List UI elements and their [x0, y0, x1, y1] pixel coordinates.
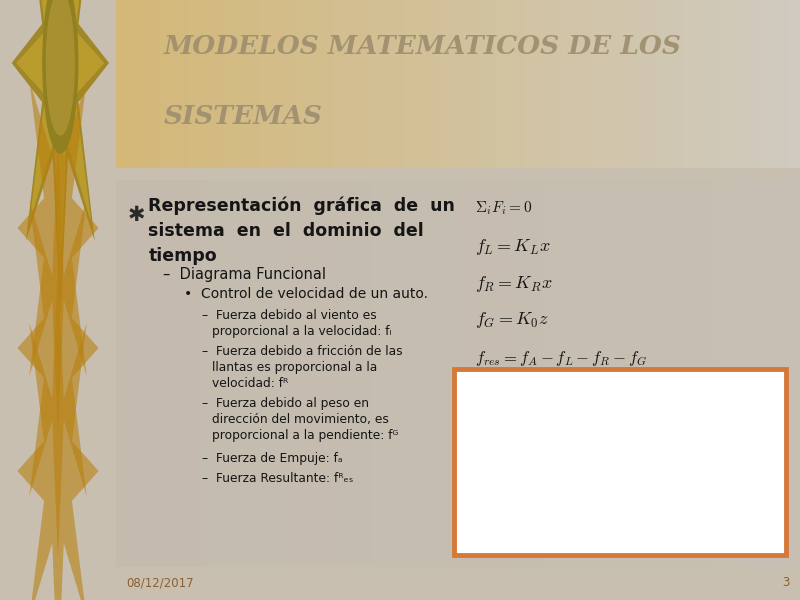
Text: 08/12/2017: 08/12/2017	[126, 577, 194, 589]
Circle shape	[692, 510, 708, 526]
Text: G: G	[650, 523, 657, 532]
Text: $v=\dot{x}$: $v=\dot{x}$	[686, 374, 710, 386]
Text: –  Fuerza Resultante: fᴿₑₛ: – Fuerza Resultante: fᴿₑₛ	[202, 472, 353, 485]
FancyBboxPatch shape	[454, 369, 786, 555]
Polygon shape	[18, 138, 98, 558]
Text: –  Diagrama Funcional: – Diagrama Funcional	[163, 267, 326, 282]
Text: –  Fuerza de Empuje: fₐ: – Fuerza de Empuje: fₐ	[202, 452, 342, 465]
Text: $f_A$: $f_A$	[617, 539, 626, 552]
Polygon shape	[12, 0, 109, 315]
Text: $f_G$: $f_G$	[637, 449, 646, 462]
Text: $f_R = K_R x$: $f_R = K_R x$	[475, 274, 553, 294]
Text: •  Control de velocidad de un auto.: • Control de velocidad de un auto.	[184, 287, 429, 301]
Text: velocidad: fᴿ: velocidad: fᴿ	[212, 377, 288, 390]
Text: sistema  en  el  dominio  del: sistema en el dominio del	[149, 222, 424, 240]
Text: tiempo: tiempo	[149, 247, 217, 265]
Text: MODELOS MATEMATICOS DE LOS: MODELOS MATEMATICOS DE LOS	[164, 34, 682, 59]
Text: $f_L = K_L x$: $f_L = K_L x$	[475, 237, 550, 257]
Text: $f_R$: $f_R$	[504, 494, 512, 507]
Text: proporcional a la velocidad: fₗ: proporcional a la velocidad: fₗ	[212, 325, 391, 338]
Polygon shape	[518, 487, 541, 505]
Text: SISTEMAS: SISTEMAS	[164, 104, 322, 129]
Text: –  Fuerza debido al viento es: – Fuerza debido al viento es	[202, 309, 376, 322]
Text: –  Fuerza debido a fricción de las: – Fuerza debido a fricción de las	[202, 345, 402, 358]
Text: –  Fuerza debido al peso en: – Fuerza debido al peso en	[202, 397, 369, 410]
Polygon shape	[527, 465, 737, 512]
Text: Representación  gráfica  de  un: Representación gráfica de un	[149, 197, 455, 215]
Polygon shape	[18, 18, 98, 438]
Polygon shape	[657, 434, 686, 465]
Circle shape	[534, 487, 587, 536]
Text: $f_{res} = f_A - f_L - f_R - f_G$: $f_{res} = f_A - f_L - f_R - f_G$	[475, 349, 648, 368]
Text: dirección del movimiento, es: dirección del movimiento, es	[212, 413, 389, 426]
Text: ✱: ✱	[128, 205, 146, 225]
Polygon shape	[567, 434, 650, 465]
Text: $f_G = K_0 z$: $f_G = K_0 z$	[475, 310, 549, 330]
Text: $\Sigma_i F_i = 0$: $\Sigma_i F_i = 0$	[475, 199, 532, 217]
Circle shape	[43, 0, 78, 153]
Text: $f_L$: $f_L$	[471, 412, 479, 425]
Polygon shape	[16, 0, 104, 291]
Text: $\alpha=z$: $\alpha=z$	[464, 505, 486, 514]
Polygon shape	[561, 431, 694, 468]
Polygon shape	[18, 261, 98, 600]
Polygon shape	[726, 493, 746, 515]
Circle shape	[46, 0, 74, 135]
Circle shape	[674, 493, 726, 542]
Text: llantas es proporcional a la: llantas es proporcional a la	[212, 361, 377, 374]
Text: 3: 3	[782, 577, 790, 589]
Text: proporcional a la pendiente: fᴳ: proporcional a la pendiente: fᴳ	[212, 429, 398, 442]
Circle shape	[552, 504, 569, 520]
